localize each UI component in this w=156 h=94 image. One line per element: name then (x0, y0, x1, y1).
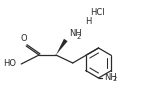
Text: HCl: HCl (90, 8, 105, 17)
Text: H: H (85, 17, 92, 26)
Text: 2: 2 (112, 76, 117, 82)
Text: 2: 2 (77, 34, 81, 40)
Text: O: O (21, 34, 27, 43)
Text: NH: NH (105, 74, 117, 83)
Text: HO: HO (3, 60, 16, 69)
Text: NH: NH (69, 29, 82, 38)
Polygon shape (56, 39, 68, 55)
